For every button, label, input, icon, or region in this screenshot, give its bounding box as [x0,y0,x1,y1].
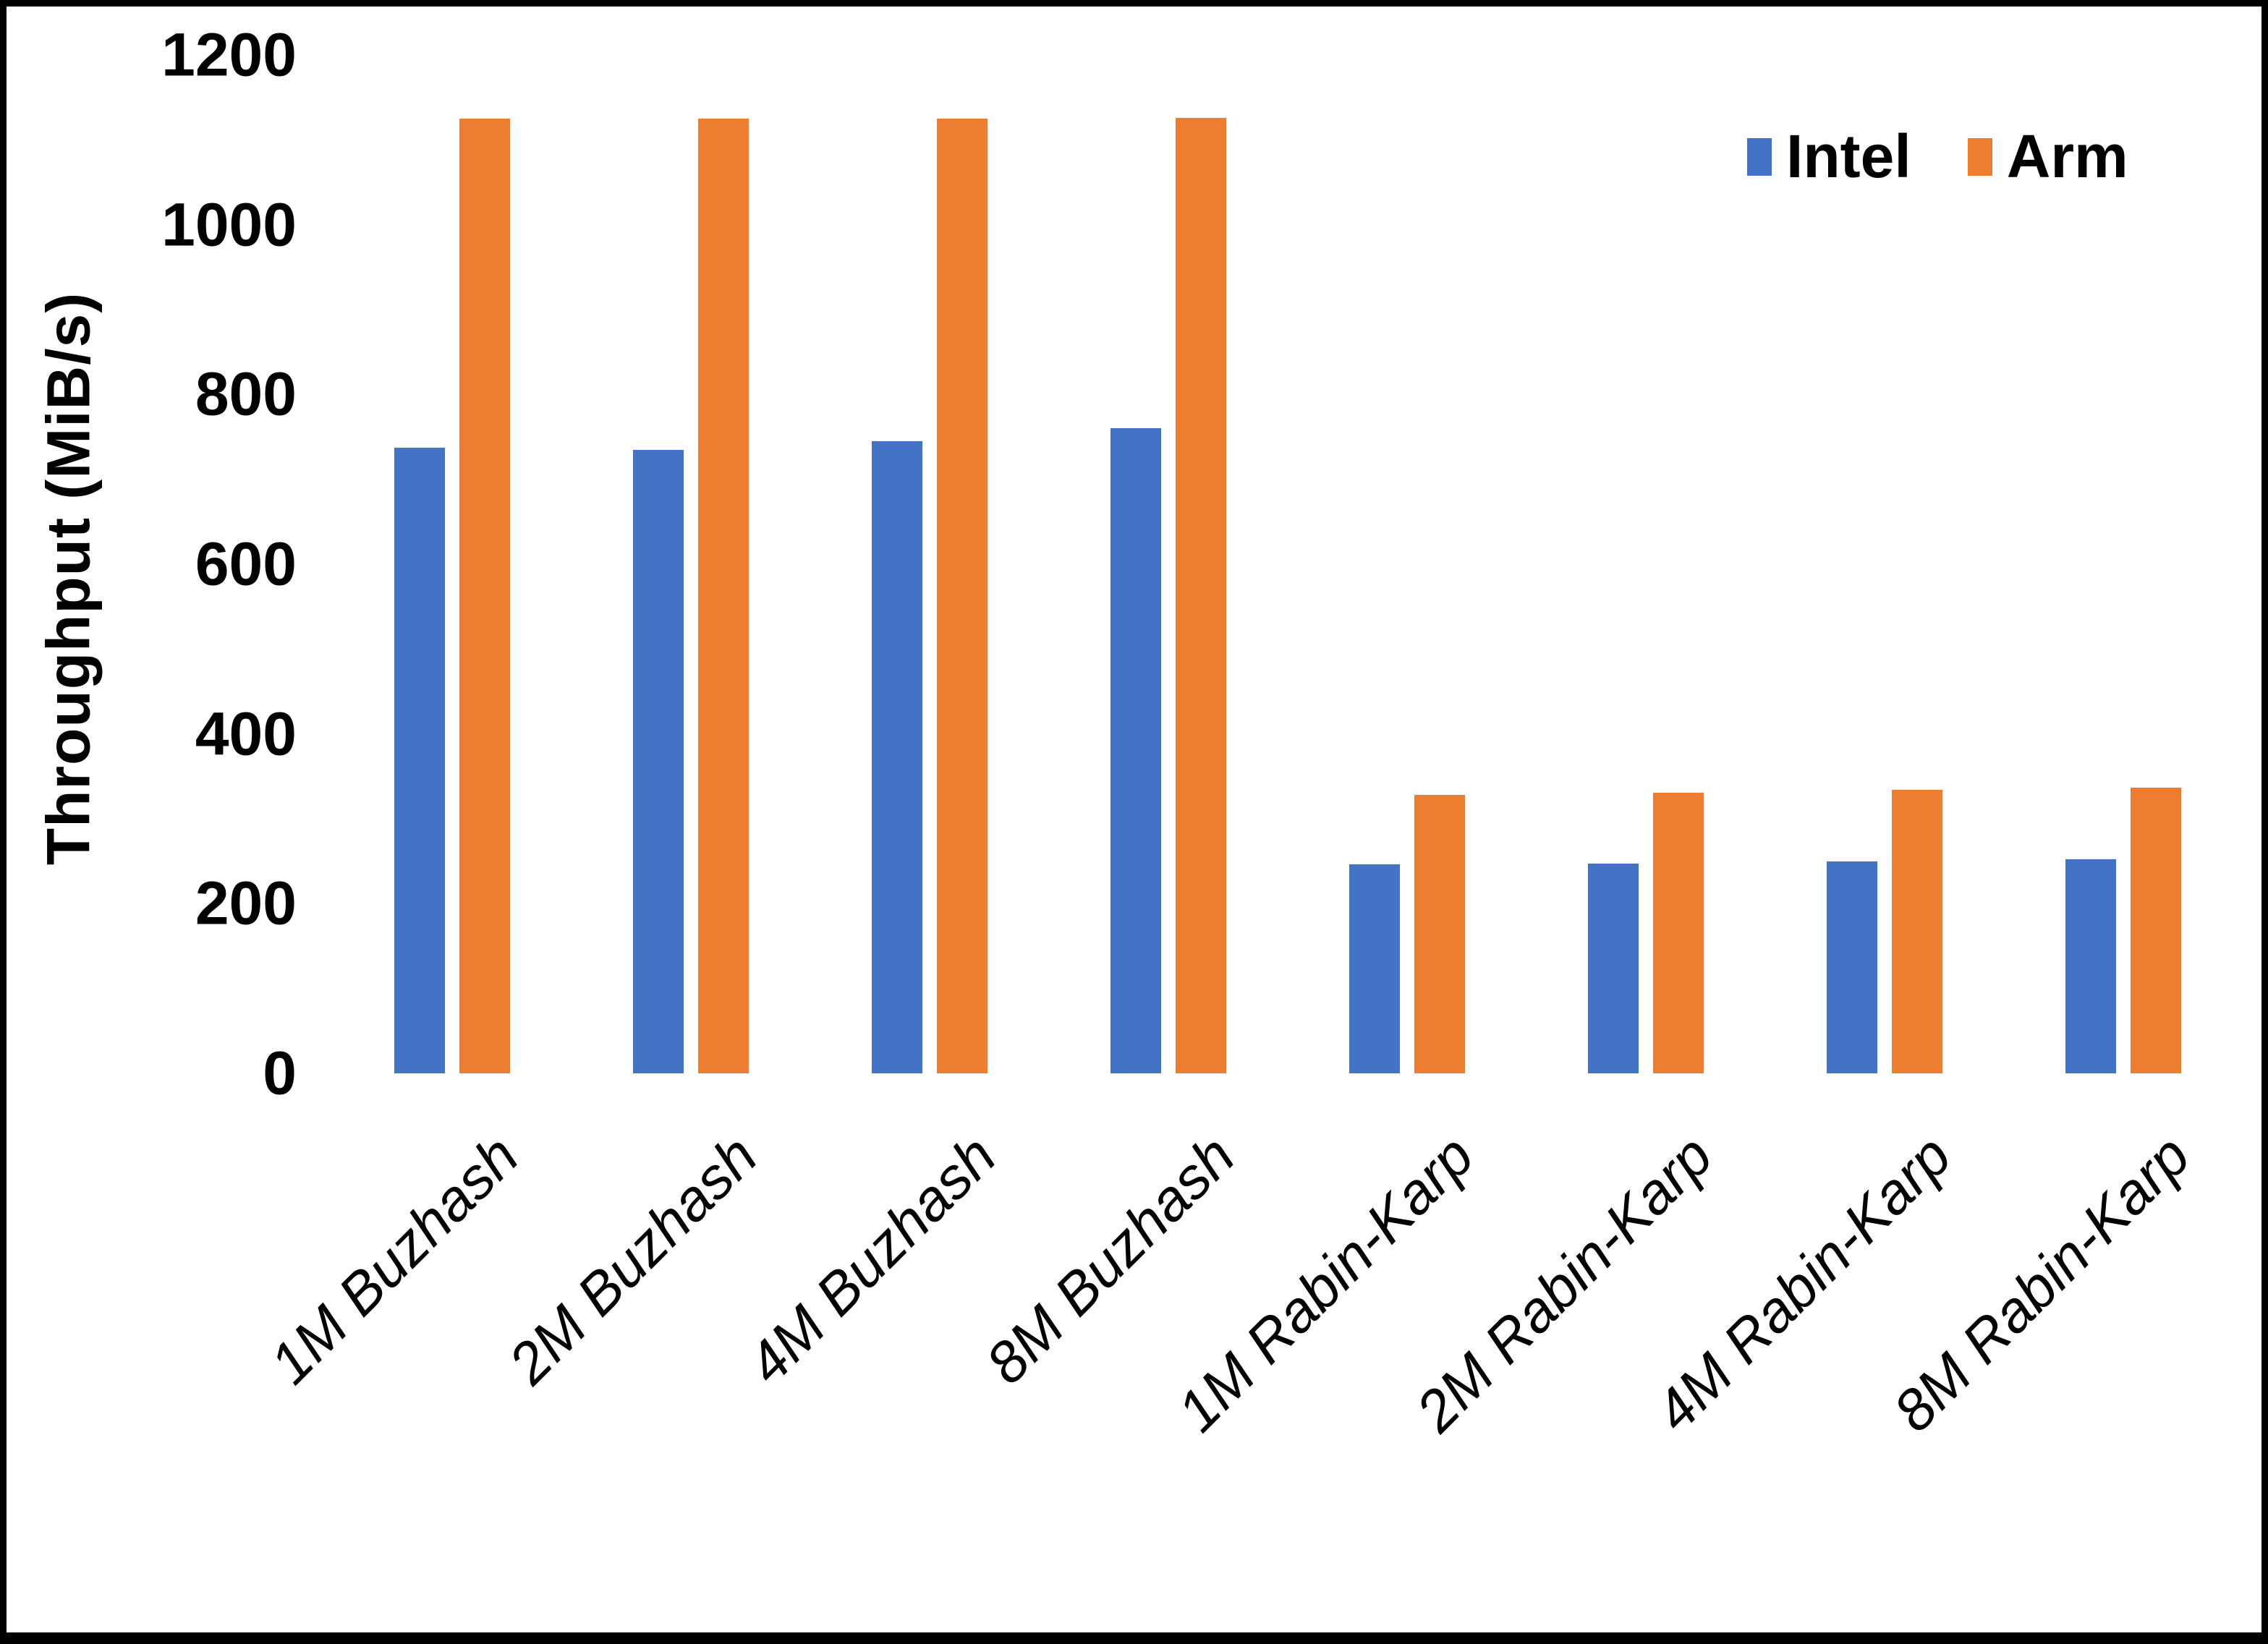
legend: Intel Arm [1747,122,2128,192]
x-category-label: 4M Buzhash [735,1123,1008,1397]
bar-intel-8m-buzhash[interactable] [1110,428,1161,1073]
bar-intel-1m-buzhash[interactable] [394,448,445,1073]
bar-intel-2m-buzhash[interactable] [633,449,684,1073]
y-tick-label: 0 [263,1039,297,1107]
legend-label-intel: Intel [1786,122,1911,190]
bar-arm-1m-rabin-karp[interactable] [1414,795,1465,1073]
y-tick-label: 800 [195,359,297,428]
legend-item-intel[interactable]: Intel [1747,122,1911,192]
bar-arm-8m-buzhash[interactable] [1176,117,1226,1073]
y-tick-label: 1200 [161,20,297,89]
bar-intel-8m-rabin-karp[interactable] [2065,859,2116,1073]
y-tick-label: 600 [195,529,297,598]
bar-intel-1m-rabin-karp[interactable] [1349,864,1400,1073]
x-axis-line [327,0,2248,3]
bar-intel-2m-rabin-karp[interactable] [1588,864,1639,1073]
bar-arm-2m-buzhash[interactable] [698,119,749,1073]
y-tick-label: 200 [195,869,297,937]
intel-series-swatch-icon [1747,137,1772,176]
x-category-label: 1M Buzhash [258,1123,531,1397]
bar-arm-4m-buzhash[interactable] [937,119,988,1073]
bar-arm-4m-rabin-karp[interactable] [1892,790,1942,1073]
legend-label-arm: Arm [2006,122,2128,190]
bar-intel-4m-rabin-karp[interactable] [1827,861,1877,1073]
legend-item-arm[interactable]: Arm [1967,122,2128,192]
y-tick-label: 400 [195,699,297,768]
arm-series-swatch-icon [1967,137,1992,176]
x-category-label: 2M Buzhash [496,1123,770,1397]
bar-intel-4m-buzhash[interactable] [872,440,922,1073]
bar-arm-2m-rabin-karp[interactable] [1653,792,1704,1073]
bar-arm-1m-buzhash[interactable] [459,119,510,1073]
y-tick-label: 1000 [161,190,297,259]
bar-arm-8m-rabin-karp[interactable] [2131,787,2181,1073]
